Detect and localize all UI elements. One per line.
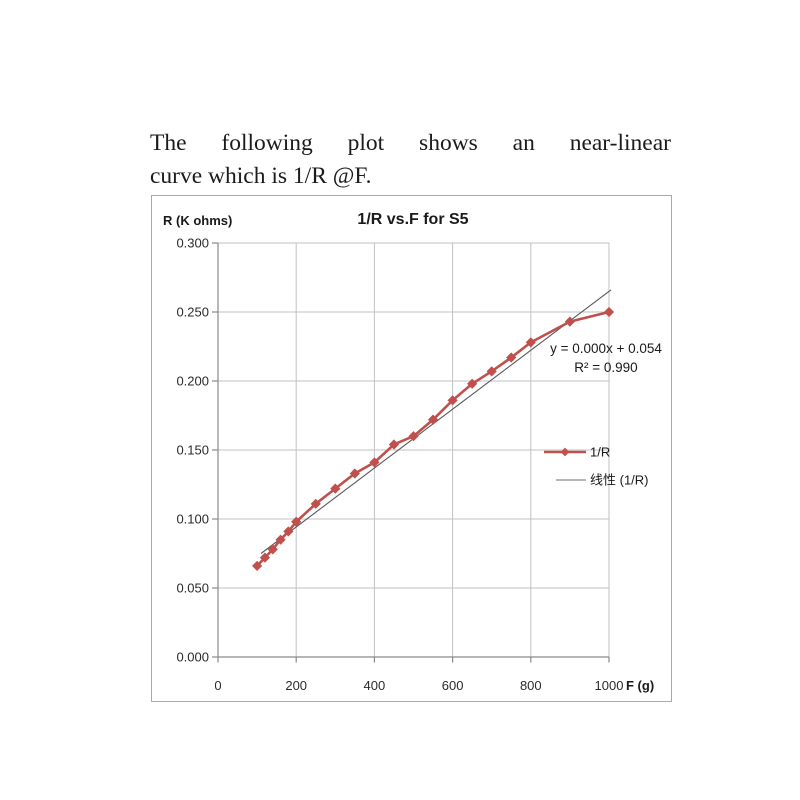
trendline-equation: y = 0.000x + 0.054 <box>550 341 662 356</box>
x-tick-label-1000: 1000 <box>595 678 624 693</box>
data-point-marker <box>330 483 341 494</box>
legend-series-marker <box>560 447 570 457</box>
data-point-marker <box>525 337 536 348</box>
data-point-marker <box>603 306 615 318</box>
data-point-marker <box>427 414 439 425</box>
data-point-marker <box>310 498 321 509</box>
data-point-marker <box>283 526 294 537</box>
data-point-marker <box>259 552 271 563</box>
data-point-marker <box>251 560 263 572</box>
data-point-marker <box>506 352 517 363</box>
chart-frame: R (K ohms) 1/R vs.F for S5 F (g) 0.300 0… <box>151 195 672 702</box>
data-point-marker <box>275 534 286 545</box>
legend-trendline-label: 线性 (1/R) <box>590 473 649 488</box>
data-point-marker <box>408 431 419 442</box>
x-axis-title: F (g) <box>626 678 654 693</box>
plot-data-layer <box>251 289 615 572</box>
chart-canvas: R (K ohms) 1/R vs.F for S5 F (g) 0.300 0… <box>163 211 662 693</box>
data-point-marker <box>267 544 278 555</box>
x-tick-label-400: 400 <box>364 678 386 693</box>
y-tick-label-0300: 0.300 <box>176 236 209 251</box>
x-tick-label-0: 0 <box>214 678 221 693</box>
data-point-marker <box>291 516 302 527</box>
x-tick-label-200: 200 <box>285 678 307 693</box>
y-tick-label-0100: 0.100 <box>176 512 209 527</box>
data-point-marker <box>388 439 400 450</box>
legend-series-label: 1/R <box>590 445 610 460</box>
y-axis-title: R (K ohms) <box>163 213 232 228</box>
data-point-marker <box>486 366 497 377</box>
r-squared-label: R² = 0.990 <box>574 360 637 375</box>
y-tick-label-0250: 0.250 <box>176 305 209 320</box>
intro-line-1: The following plot shows an near-linear <box>150 130 671 156</box>
data-point-marker <box>564 316 576 327</box>
y-tick-label-0050: 0.050 <box>176 581 209 596</box>
chart-title: 1/R vs.F for S5 <box>357 211 468 228</box>
x-tick-label-800: 800 <box>520 678 542 693</box>
y-tick-label-0000: 0.000 <box>176 650 209 665</box>
y-tick-label-0200: 0.200 <box>176 374 209 389</box>
plot-grid-layer <box>212 242 610 663</box>
data-point-marker <box>447 395 458 406</box>
y-tick-label-0150: 0.150 <box>176 443 209 458</box>
data-point-marker <box>349 468 360 479</box>
intro-paragraph: The following plot shows an near-linear … <box>150 127 671 193</box>
data-point-marker <box>467 378 478 389</box>
data-point-marker <box>369 457 380 468</box>
x-tick-label-600: 600 <box>442 678 464 693</box>
intro-line-2: curve which is 1/R @F. <box>150 163 372 189</box>
